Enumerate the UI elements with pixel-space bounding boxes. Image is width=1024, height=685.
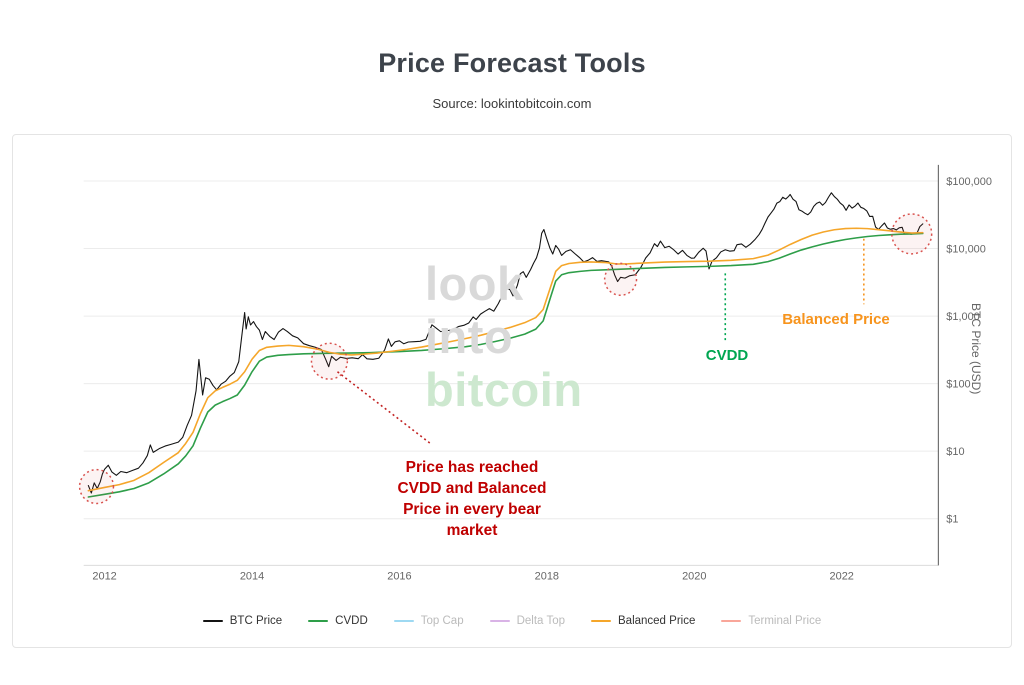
x-tick-label: 2016 [387,570,411,582]
legend-swatch [591,620,611,622]
y-tick-label: $100 [946,379,970,391]
legend-label: CVDD [335,615,368,627]
legend-swatch [393,620,414,622]
x-tick-label: 2012 [92,570,116,582]
legend-item-cvdd[interactable]: CVDD [308,615,368,627]
legend-swatch [308,620,329,622]
series-btc-price [87,192,924,494]
legend-label: Terminal Price [748,615,822,627]
callout-connector-line [336,371,431,445]
legend-label: Delta Top [516,615,565,627]
callout-line: Price in every bear [403,501,541,519]
balanced-price-annotation-label: Balanced Price [782,311,890,328]
highlight-circle [891,213,933,255]
x-tick-label: 2022 [830,570,854,582]
highlight-circle [78,468,115,505]
legend-label: BTC Price [229,615,283,627]
callout-line: Price has reached [405,459,539,476]
legend-swatch [202,620,223,622]
series-balanced-price [87,227,924,492]
x-tick-label: 2014 [240,570,264,582]
legend-label: Top Cap [420,615,464,627]
page-title: Price Forecast Tools [378,48,646,78]
legend-item-btc-price[interactable]: BTC Price [202,615,283,627]
y-axis-title: BTC Price (USD) [969,303,983,395]
x-tick-label: 2018 [535,570,559,582]
callout-line: CVDD and Balanced [397,480,547,498]
y-tick-label: $1,000 [946,311,979,323]
highlight-circle [310,342,349,380]
legend-item-balanced-price[interactable]: Balanced Price [591,615,695,627]
chart-legend: BTC Price CVDD Top Cap Delta Top Balanced Pr… [13,615,1011,627]
annotation-callout: Price has reached CVDD and Balanced Pric… [351,457,593,541]
price-chart[interactable]: $100,000 $10,000 $1,000 $100 $10 $1 2012 2014 20… [13,135,1011,647]
x-tick-label: 2020 [682,570,706,582]
legend-label: Balanced Price [618,615,696,627]
legend-item-terminal-price[interactable]: Terminal Price [721,615,821,627]
legend-swatch [721,620,742,622]
series-cvdd [87,232,924,498]
legend-item-delta-top[interactable]: Delta Top [489,615,565,627]
y-tick-label: $10 [946,446,964,458]
source-caption: Source: lookintobitcoin.com [432,96,592,111]
page-header: Price Forecast Tools Source: lookintobit… [0,0,1024,111]
highlight-circle [603,262,638,297]
callout-line: market [446,522,498,540]
legend-swatch [489,620,510,622]
legend-item-top-cap[interactable]: Top Cap [393,615,464,627]
y-tick-label: $100,000 [946,176,992,188]
y-tick-label: $1 [946,514,958,526]
y-tick-label: $10,000 [946,244,986,256]
cvdd-annotation-label: CVDD [705,347,749,364]
chart-card: $100,000 $10,000 $1,000 $100 $10 $1 2012 2014 20… [12,134,1012,648]
